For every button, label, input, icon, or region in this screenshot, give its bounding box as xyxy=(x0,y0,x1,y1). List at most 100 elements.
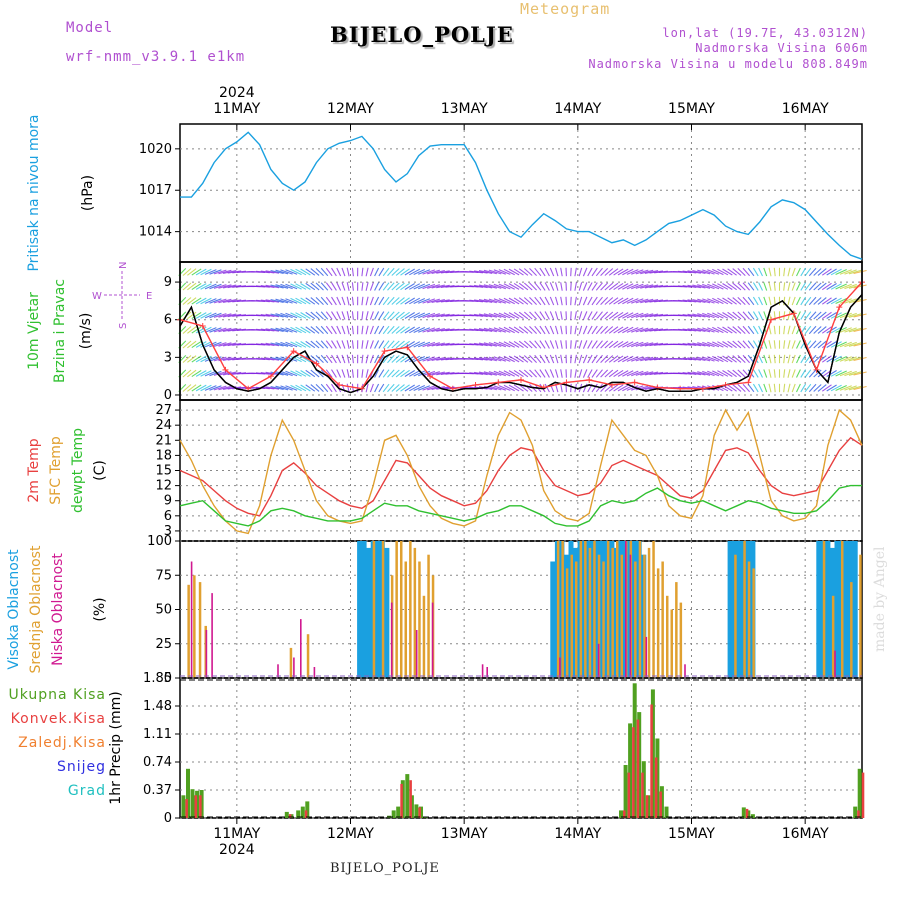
wind-arrow xyxy=(518,384,529,392)
wind-arrow xyxy=(808,267,817,277)
wind-arrow xyxy=(431,298,445,304)
wind-arrow xyxy=(727,384,737,392)
wind-arrow xyxy=(787,267,791,277)
wind-arrow xyxy=(270,313,284,318)
wind-arrow xyxy=(436,328,450,332)
wind-arrow xyxy=(742,354,751,364)
wind-arrow xyxy=(413,370,426,377)
wind-arrow xyxy=(331,340,337,349)
wind-arrow xyxy=(682,357,697,361)
cloud-srednja-oblacnost-bar xyxy=(679,602,683,678)
cloud-niska-oblacnost-bar xyxy=(481,664,484,678)
wind-arrow xyxy=(747,296,755,306)
wind-arrow xyxy=(395,297,405,305)
compass-w: W xyxy=(92,291,102,302)
wind-arrow xyxy=(400,282,410,291)
wind-arrow xyxy=(783,296,786,306)
wind-arrow xyxy=(391,268,400,276)
wind-arrow xyxy=(787,340,791,349)
wind-arrow xyxy=(409,297,421,305)
precipitation-ukupna-kisa-bar xyxy=(181,795,186,818)
wind-arrow xyxy=(361,354,364,364)
wind-arrow xyxy=(635,342,649,347)
precipitation-konvek-kisa-bar xyxy=(418,807,421,818)
wind-arrow xyxy=(285,298,298,304)
wind-arrow xyxy=(341,354,346,364)
cloud-niska-oblacnost-bar xyxy=(205,630,208,678)
wind-arrow xyxy=(336,354,342,364)
wind-arrow xyxy=(191,297,202,305)
wind-arrow xyxy=(413,326,426,334)
wind-arrow xyxy=(295,297,307,305)
cloud-srednja-oblacnost-bar xyxy=(602,561,605,678)
wind-arrow xyxy=(747,267,755,277)
wind-arrow xyxy=(200,283,212,290)
wind-arrow xyxy=(791,311,796,320)
wind-arrow xyxy=(758,267,763,277)
wind-arrow xyxy=(378,311,385,320)
wind-arrow xyxy=(591,383,598,393)
wind-arrow xyxy=(608,384,619,392)
wind-arrow xyxy=(608,282,619,291)
cloud-srednja-oblacnost-bar xyxy=(395,541,398,678)
elevation-info: Nadmorska Visina 606m xyxy=(695,41,868,55)
wind-arrow xyxy=(707,356,720,362)
wind-arrow xyxy=(727,326,737,334)
chart-title: BIJELO_POLJE xyxy=(330,22,514,47)
wind-arrow xyxy=(374,369,380,378)
wind-arrow xyxy=(290,370,302,377)
wind-arrow xyxy=(395,282,405,291)
wind-arrow xyxy=(853,269,867,275)
wind-arrow xyxy=(498,356,511,362)
wind-arrow xyxy=(800,311,807,320)
precipitation-ytick-label: 1.85 xyxy=(143,671,172,686)
wind-arrow xyxy=(707,269,720,275)
wind-arrow xyxy=(727,355,737,363)
wind-arrow xyxy=(295,341,307,348)
wind-arrow xyxy=(574,267,577,277)
cloud-niska-oblacnost-bar xyxy=(300,619,302,678)
wind-arrow xyxy=(222,284,237,289)
wind-arrow xyxy=(320,267,329,277)
wind-arrow xyxy=(260,342,275,347)
wind-arrow xyxy=(640,298,654,304)
wind-arrow xyxy=(534,282,542,291)
wind-arrow xyxy=(409,268,421,276)
cloud-srednja-oblacnost-bar xyxy=(409,541,412,678)
wind-arrow xyxy=(544,267,550,277)
wind-arrow xyxy=(844,385,857,391)
cloud-visoka-oblacnost-bar xyxy=(825,541,831,678)
wind-arrow xyxy=(395,326,405,334)
wind-arrow xyxy=(570,296,572,306)
precipitation-konvek-kisa-bar xyxy=(304,810,308,818)
temperature-ytick-label: 3 xyxy=(164,524,172,539)
meteogram-label: Meteogram xyxy=(520,0,611,18)
wind-arrow xyxy=(758,282,763,291)
wind-arrow xyxy=(498,370,511,377)
wind-arrow xyxy=(742,282,751,291)
wind-arrow xyxy=(387,267,395,277)
wind-arrow xyxy=(722,370,733,377)
wind-arrow xyxy=(341,369,346,378)
wind-arrow xyxy=(374,311,380,320)
wind-arrow xyxy=(613,340,624,349)
cloud-srednja-oblacnost-bar xyxy=(561,541,564,678)
wind-arrow xyxy=(498,385,511,391)
wind-arrow xyxy=(300,297,311,305)
wind-arrow xyxy=(570,282,572,291)
wind-arrow xyxy=(839,385,852,391)
wind-arrow xyxy=(200,341,212,348)
cloud-ylabel-1: Srednja Oblacnost xyxy=(28,545,44,673)
wind-arrow xyxy=(835,326,847,334)
wind-arrow xyxy=(791,340,796,349)
wind-arrow xyxy=(826,268,837,276)
wind-arrow xyxy=(346,340,350,349)
temperature-sfc-temp-line xyxy=(179,408,863,535)
wind-arrow xyxy=(209,312,222,319)
wind-arrow xyxy=(539,369,546,378)
wind-arrow xyxy=(290,312,302,319)
wind-arrow xyxy=(578,325,583,335)
wind-arrow xyxy=(213,284,227,289)
wind-arrow xyxy=(835,268,847,276)
cloud-niska-oblacnost-bar xyxy=(625,541,627,678)
